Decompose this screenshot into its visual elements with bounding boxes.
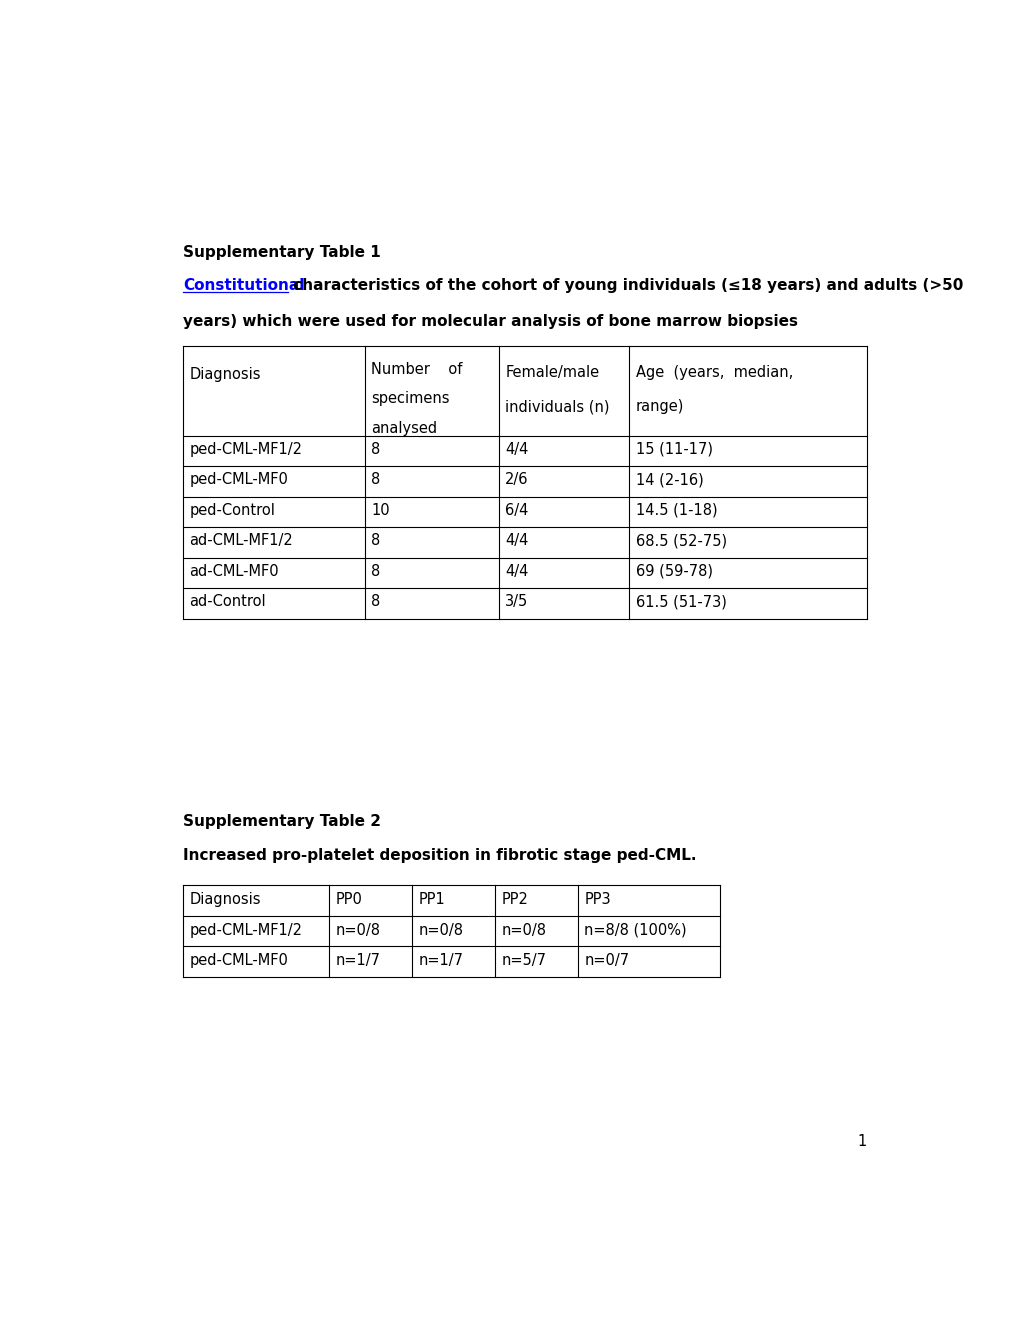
Text: n=8/8 (100%): n=8/8 (100%) bbox=[584, 923, 687, 937]
Text: Supplementary Table 2: Supplementary Table 2 bbox=[182, 814, 380, 829]
Text: ped-Control: ped-Control bbox=[189, 503, 275, 517]
Text: 2/6: 2/6 bbox=[504, 473, 528, 487]
Text: n=5/7: n=5/7 bbox=[501, 953, 546, 969]
Text: 68.5 (52-75): 68.5 (52-75) bbox=[635, 533, 727, 548]
Text: PP3: PP3 bbox=[584, 892, 610, 907]
Text: Number    of: Number of bbox=[371, 362, 462, 376]
Text: range): range) bbox=[635, 399, 684, 414]
Text: 6/4: 6/4 bbox=[504, 503, 528, 517]
Text: Diagnosis: Diagnosis bbox=[189, 892, 261, 907]
Text: n=0/8: n=0/8 bbox=[418, 923, 463, 937]
Text: Increased pro-platelet deposition in fibrotic stage ped-CML.: Increased pro-platelet deposition in fib… bbox=[182, 847, 696, 862]
Text: 4/4: 4/4 bbox=[504, 533, 528, 548]
Text: PP1: PP1 bbox=[418, 892, 444, 907]
Text: n=0/8: n=0/8 bbox=[335, 923, 380, 937]
Text: 10: 10 bbox=[371, 503, 389, 517]
Text: PP0: PP0 bbox=[335, 892, 362, 907]
Text: 8: 8 bbox=[371, 594, 380, 610]
Text: ad-CML-MF0: ad-CML-MF0 bbox=[189, 564, 278, 579]
Text: 8: 8 bbox=[371, 442, 380, 457]
Text: Age  (years,  median,: Age (years, median, bbox=[635, 364, 792, 380]
Text: 14 (2-16): 14 (2-16) bbox=[635, 473, 703, 487]
Text: 3/5: 3/5 bbox=[504, 594, 528, 610]
Text: ad-CML-MF1/2: ad-CML-MF1/2 bbox=[189, 533, 292, 548]
Text: ped-CML-MF0: ped-CML-MF0 bbox=[189, 953, 287, 969]
Text: ped-CML-MF1/2: ped-CML-MF1/2 bbox=[189, 442, 302, 457]
Text: years) which were used for molecular analysis of bone marrow biopsies: years) which were used for molecular ana… bbox=[182, 314, 797, 329]
Text: n=1/7: n=1/7 bbox=[335, 953, 380, 969]
Text: PP2: PP2 bbox=[501, 892, 528, 907]
Text: 61.5 (51-73): 61.5 (51-73) bbox=[635, 594, 726, 610]
Text: Female/male: Female/male bbox=[504, 364, 599, 380]
Text: n=0/7: n=0/7 bbox=[584, 953, 629, 969]
Text: 15 (11-17): 15 (11-17) bbox=[635, 442, 712, 457]
Text: specimens: specimens bbox=[371, 391, 449, 407]
Text: n=1/7: n=1/7 bbox=[418, 953, 463, 969]
Text: 4/4: 4/4 bbox=[504, 564, 528, 579]
Text: characteristics of the cohort of young individuals (≤18 years) and adults (>50: characteristics of the cohort of young i… bbox=[287, 279, 962, 293]
Text: 14.5 (1-18): 14.5 (1-18) bbox=[635, 503, 716, 517]
Text: 1: 1 bbox=[857, 1134, 866, 1150]
Text: ped-CML-MF1/2: ped-CML-MF1/2 bbox=[189, 923, 302, 937]
Text: ped-CML-MF0: ped-CML-MF0 bbox=[189, 473, 287, 487]
Text: 4/4: 4/4 bbox=[504, 442, 528, 457]
Text: individuals (n): individuals (n) bbox=[504, 399, 609, 414]
Text: Diagnosis: Diagnosis bbox=[189, 367, 261, 381]
Text: 8: 8 bbox=[371, 564, 380, 579]
Text: 8: 8 bbox=[371, 473, 380, 487]
Text: analysed: analysed bbox=[371, 421, 437, 436]
Text: n=0/8: n=0/8 bbox=[501, 923, 546, 937]
Text: 69 (59-78): 69 (59-78) bbox=[635, 564, 712, 579]
Text: ad-Control: ad-Control bbox=[189, 594, 266, 610]
Text: Supplementary Table 1: Supplementary Table 1 bbox=[182, 244, 380, 260]
Text: 8: 8 bbox=[371, 533, 380, 548]
Text: Constitutional: Constitutional bbox=[182, 279, 304, 293]
